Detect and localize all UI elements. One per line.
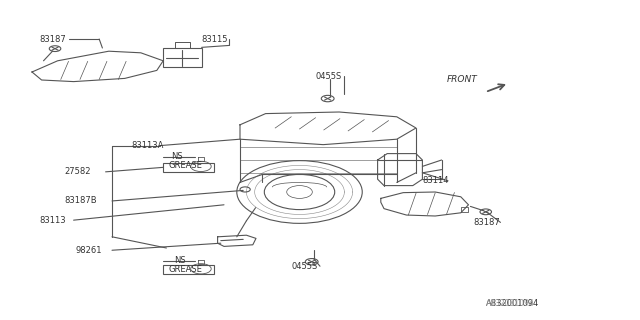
Text: 83113A: 83113A [131, 141, 164, 150]
Text: 98261: 98261 [76, 246, 102, 255]
Text: NS: NS [171, 152, 182, 161]
Text: 83187: 83187 [474, 218, 500, 227]
Bar [163, 163, 214, 172]
Text: GREASE: GREASE [168, 161, 202, 170]
Bar [163, 265, 214, 274]
Text: 0455S: 0455S [291, 262, 317, 271]
Text: 83115: 83115 [202, 35, 228, 44]
Text: 83114: 83114 [422, 176, 449, 185]
Text: NS: NS [174, 256, 186, 265]
Text: 83187: 83187 [40, 35, 67, 44]
Text: FRONT: FRONT [447, 75, 477, 84]
Text: 83187B: 83187B [64, 196, 97, 205]
Bar [163, 48, 202, 67]
Text: 27582: 27582 [64, 167, 90, 176]
Text: A832001094: A832001094 [486, 300, 540, 308]
Text: A832001094: A832001094 [486, 300, 535, 308]
Text: 0455S: 0455S [316, 72, 342, 81]
Text: 83113: 83113 [40, 216, 67, 225]
Text: GREASE: GREASE [168, 265, 202, 274]
